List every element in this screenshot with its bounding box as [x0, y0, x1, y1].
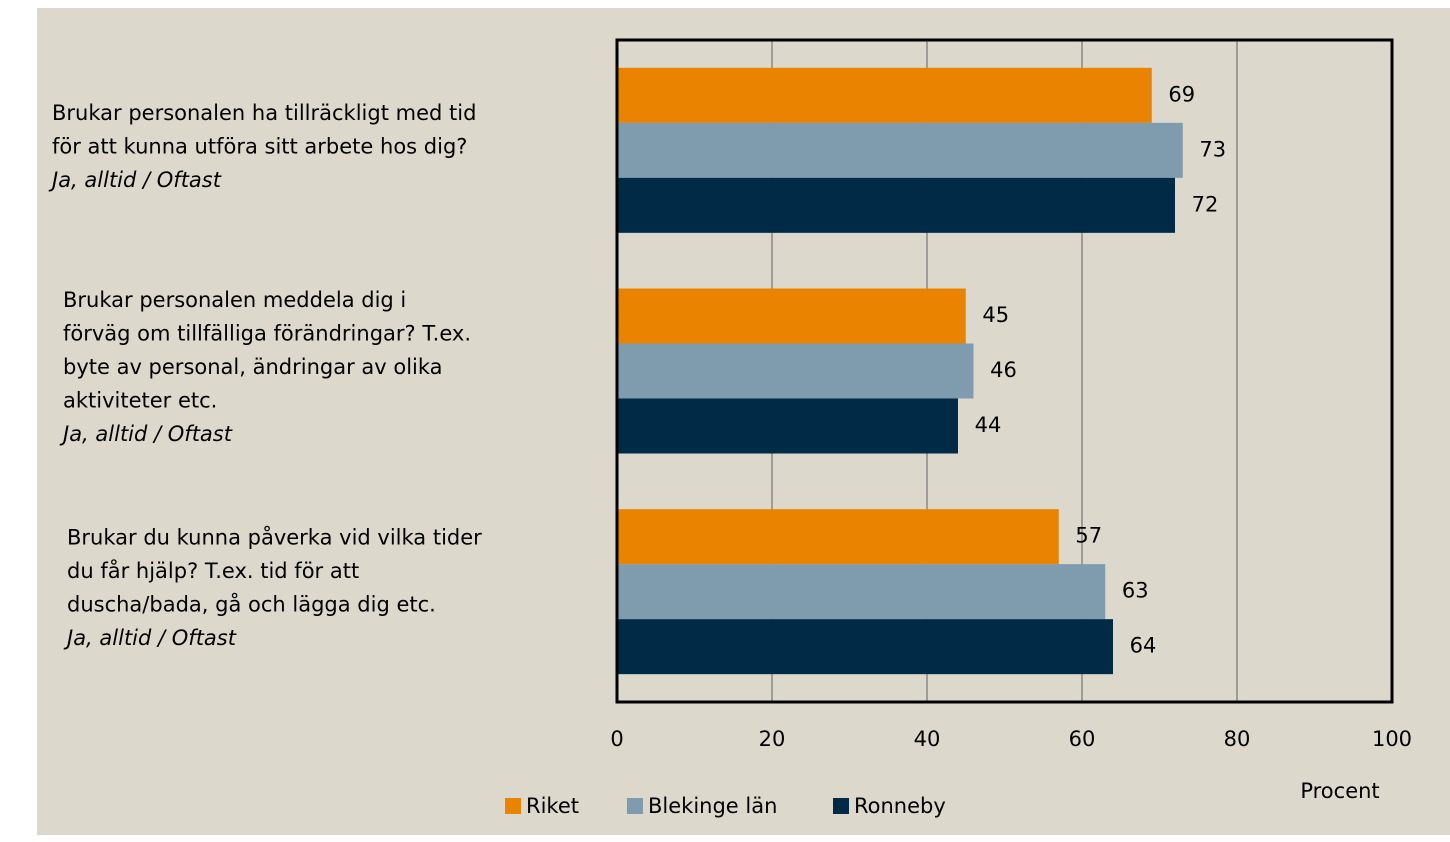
category-label: Brukar personalen meddela dig i	[63, 288, 406, 312]
category-label: byte av personal, ändringar av olika	[63, 355, 443, 379]
legend-label: Blekinge län	[648, 794, 777, 818]
data-label: 63	[1122, 579, 1149, 603]
x-axis-label: Procent	[1300, 779, 1379, 803]
x-tick-label: 100	[1372, 727, 1412, 751]
x-tick-label: 20	[759, 727, 786, 751]
bar	[617, 398, 958, 454]
category-label: Brukar personalen ha tillräckligt med ti…	[52, 101, 476, 125]
category-label: för att kunna utföra sitt arbete hos dig…	[52, 134, 467, 158]
legend-swatch	[627, 798, 643, 814]
category-label: duscha/bada, gå och lägga dig etc.	[67, 591, 436, 616]
plot-border	[615, 38, 1394, 704]
category-label: aktiviteter etc.	[63, 389, 217, 413]
bar	[617, 509, 1059, 565]
bar	[617, 67, 1152, 123]
data-label: 46	[990, 358, 1017, 382]
x-tick-label: 40	[914, 727, 941, 751]
x-tick-label: 60	[1069, 727, 1096, 751]
data-label: 72	[1192, 192, 1219, 216]
bar	[617, 288, 966, 344]
category-label: Brukar du kunna påverka vid vilka tider	[67, 524, 482, 549]
legend-swatch	[833, 798, 849, 814]
category-label: du får hjälp? T.ex. tid för att	[67, 558, 359, 583]
bar	[617, 122, 1183, 178]
bar	[617, 619, 1113, 675]
data-label: 57	[1075, 524, 1102, 548]
x-tick-label: 80	[1224, 727, 1251, 751]
x-tick-label: 0	[610, 727, 623, 751]
category-label: förväg om tillfälliga förändringar? T.ex…	[63, 322, 471, 346]
data-label: 69	[1168, 82, 1195, 106]
bar	[617, 343, 974, 399]
category-note: Ja, alltid / Oftast	[59, 422, 233, 446]
data-label: 73	[1199, 137, 1226, 161]
bar	[617, 177, 1175, 233]
data-label: 45	[982, 303, 1009, 327]
legend-label: Ronneby	[854, 794, 946, 818]
bar	[617, 564, 1106, 620]
data-label: 44	[975, 413, 1002, 437]
legend-swatch	[505, 798, 521, 814]
category-note: Ja, alltid / Oftast	[63, 626, 237, 650]
legend-label: Riket	[526, 794, 579, 818]
category-note: Ja, alltid / Oftast	[48, 168, 222, 192]
data-label: 64	[1130, 634, 1157, 658]
